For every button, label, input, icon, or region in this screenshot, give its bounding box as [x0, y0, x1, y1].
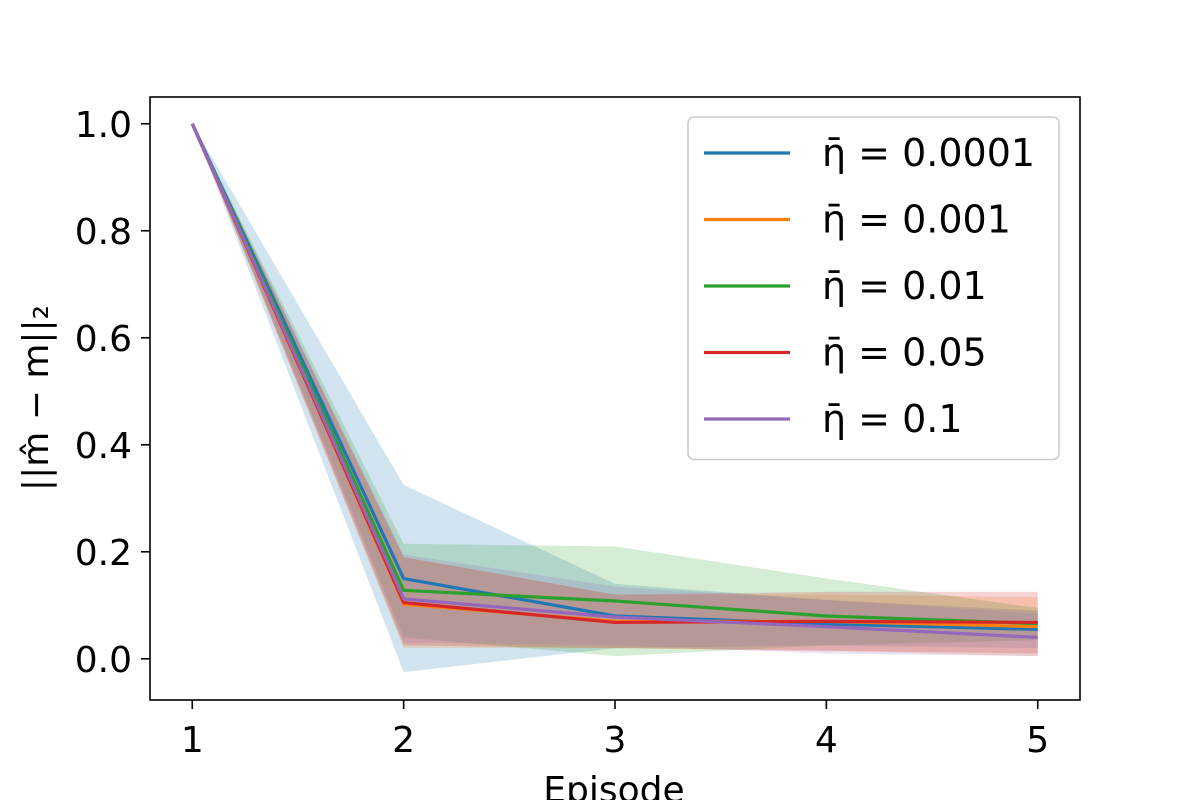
- legend-label: η̄ = 0.01: [822, 264, 987, 308]
- legend: η̄ = 0.0001 η̄ = 0.001 η̄ = 0.01 η̄ = 0.05 η…: [687, 116, 1060, 461]
- y-tick-label: 0.6: [75, 319, 132, 360]
- legend-box: [687, 116, 1060, 461]
- legend-label: η̄ = 0.1: [822, 397, 963, 441]
- legend-label: η̄ = 0.001: [822, 198, 1011, 242]
- series-line-3: [190, 123, 1038, 626]
- x-axis-label: Episode: [543, 770, 684, 800]
- x-tick-label: 1: [181, 720, 204, 761]
- x-tick-label: 4: [815, 720, 838, 761]
- series-line-5: [190, 123, 1038, 639]
- y-tick-label: 0.0: [75, 640, 132, 681]
- y-axis-label: ||m̂ − m||₂: [16, 305, 57, 491]
- y-tick-label: 0.4: [75, 426, 132, 467]
- legend-label: η̄ = 0.05: [822, 331, 987, 375]
- legend-label: η̄ = 0.0001: [822, 131, 1035, 175]
- x-axis-ticks: 1 2 3 4 5: [181, 700, 1049, 761]
- y-tick-label: 1.0: [75, 105, 132, 146]
- confidence-bands: [192, 123, 1038, 673]
- confidence-band-3: [192, 123, 1038, 657]
- y-axis-ticks: 0.0 0.2 0.4 0.6 0.8 1.0: [75, 105, 150, 681]
- x-tick-label: 5: [1026, 720, 1049, 761]
- confidence-band-4: [192, 123, 1038, 654]
- series-lines: [190, 123, 1038, 639]
- x-tick-label: 3: [604, 720, 627, 761]
- x-tick-label: 2: [392, 720, 415, 761]
- confidence-band-1: [192, 123, 1038, 673]
- y-tick-label: 0.8: [75, 212, 132, 253]
- y-tick-label: 0.2: [75, 533, 132, 574]
- confidence-band-2: [192, 123, 1038, 657]
